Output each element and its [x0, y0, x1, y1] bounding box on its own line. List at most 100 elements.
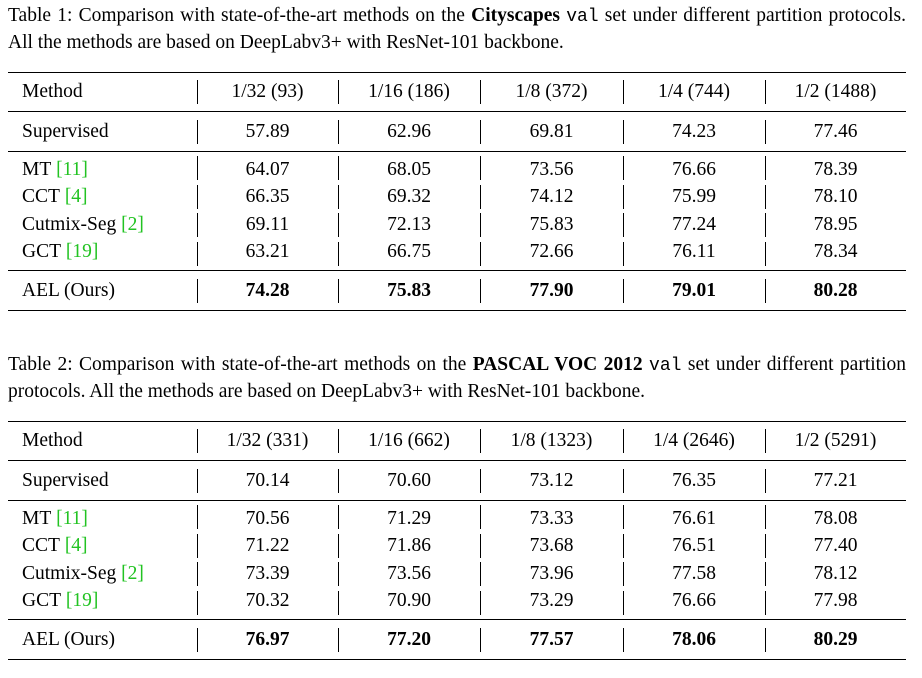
row-group: Supervised 57.89 62.96 69.81 74.23 77.46	[8, 111, 906, 152]
value-cell: 77.46	[765, 112, 906, 152]
value-cell: 74.23	[623, 112, 765, 152]
value-cell: 72.13	[338, 211, 480, 239]
value-cell: 76.66	[623, 588, 765, 620]
table-caption: Table 1: Comparison with state-of-the-ar…	[8, 3, 906, 55]
header-row: Method 1/32 (93) 1/16 (186) 1/8 (372) 1/4 (7…	[8, 73, 906, 112]
value-cell: 68.05	[338, 152, 480, 184]
method-cell: Supervised	[8, 461, 197, 501]
value-cell: 76.11	[623, 239, 765, 271]
citation: [4]	[64, 535, 88, 557]
value-cell: 69.11	[197, 211, 338, 239]
method-cell: Cutmix-Seg [2]	[8, 560, 197, 588]
table-row: MT [11] 64.07 68.05 73.56 76.66 78.39	[8, 152, 906, 184]
header-cell: Method	[22, 430, 83, 451]
citation: [19]	[65, 590, 99, 612]
method-cell: CCT [4]	[8, 184, 197, 212]
value-cell: 70.14	[197, 461, 338, 501]
row-group: AEL (Ours) 74.28 75.83 77.90 79.01 80.28	[8, 270, 906, 311]
method-cell: MT [11]	[8, 501, 197, 533]
value-cell: 76.66	[623, 152, 765, 184]
value-cell: 73.12	[480, 461, 623, 501]
caption-segment: set under different partition protocols.…	[8, 5, 906, 53]
value-cell: 74.28	[197, 271, 338, 311]
table-row: GCT [19] 63.21 66.75 72.66 76.11 78.34	[8, 239, 906, 271]
header-cell: 1/16 (186)	[338, 73, 480, 112]
table-row: MT [11] 70.56 71.29 73.33 76.61 78.08	[8, 501, 906, 533]
value-cell: 71.22	[197, 533, 338, 561]
caption-segment: set under different partition protocols.…	[8, 354, 906, 402]
value-cell: 73.29	[480, 588, 623, 620]
header-cell: 1/32 (331)	[197, 422, 338, 461]
header-cell: 1/8 (372)	[480, 73, 623, 112]
value-cell: 78.06	[623, 620, 765, 660]
value-cell: 78.12	[765, 560, 906, 588]
value-cell: 75.83	[338, 271, 480, 311]
value-cell: 75.99	[623, 184, 765, 212]
row-group: MT [11] 70.56 71.29 73.33 76.61 78.08 CCT [4] 7…	[8, 500, 906, 620]
method-name: MT	[22, 158, 52, 180]
value-cell: 71.29	[338, 501, 480, 533]
results-table: Method 1/32 (331) 1/16 (662) 1/8 (1323) 1/4 …	[8, 421, 906, 660]
value-cell: 57.89	[197, 112, 338, 152]
header-cell: 1/32 (93)	[197, 73, 338, 112]
method-name: GCT	[22, 590, 61, 612]
table-header: Method 1/32 (331) 1/16 (662) 1/8 (1323) 1/4 …	[8, 421, 906, 461]
method-cell: GCT [19]	[8, 588, 197, 620]
table-row: Cutmix-Seg [2] 69.11 72.13 75.83 77.24 78.95	[8, 211, 906, 239]
header-row: Method 1/32 (331) 1/16 (662) 1/8 (1323) 1/4 …	[8, 422, 906, 461]
value-cell: 70.60	[338, 461, 480, 501]
caption-segment: Cityscapes	[471, 5, 567, 26]
method-name: Supervised	[22, 120, 109, 142]
method-cell: CCT [4]	[8, 533, 197, 561]
table-row: Cutmix-Seg [2] 73.39 73.56 73.96 77.58 78.12	[8, 560, 906, 588]
caption-segment: Table 2: Comparison with state-of-the-ar…	[8, 354, 473, 375]
value-cell: 77.98	[765, 588, 906, 620]
value-cell: 62.96	[338, 112, 480, 152]
table-row: AEL (Ours) 76.97 77.20 77.57 78.06 80.29	[8, 620, 906, 660]
value-cell: 80.29	[765, 620, 906, 660]
caption-segment: PASCAL VOC 2012	[472, 354, 650, 375]
value-cell: 72.66	[480, 239, 623, 271]
value-cell: 76.35	[623, 461, 765, 501]
row-group: AEL (Ours) 76.97 77.20 77.57 78.06 80.29	[8, 619, 906, 660]
citation: [2]	[121, 213, 144, 235]
citation: [11]	[56, 158, 88, 180]
value-cell: 70.56	[197, 501, 338, 533]
value-cell: 79.01	[623, 271, 765, 311]
value-cell: 76.51	[623, 533, 765, 561]
value-cell: 74.12	[480, 184, 623, 212]
citation: [4]	[64, 186, 88, 208]
method-name: Cutmix-Seg	[22, 562, 117, 584]
value-cell: 78.95	[765, 211, 906, 239]
header-cell: 1/8 (1323)	[480, 422, 623, 461]
table-header: Method 1/32 (93) 1/16 (186) 1/8 (372) 1/4 (7…	[8, 72, 906, 112]
method-name: Cutmix-Seg	[22, 213, 117, 235]
value-cell: 76.97	[197, 620, 338, 660]
citation: [11]	[56, 507, 88, 529]
value-cell: 78.10	[765, 184, 906, 212]
value-cell: 71.86	[338, 533, 480, 561]
value-cell: 78.08	[765, 501, 906, 533]
method-name: AEL (Ours)	[22, 628, 115, 650]
method-cell: MT [11]	[8, 152, 197, 184]
table-row: GCT [19] 70.32 70.90 73.29 76.66 77.98	[8, 588, 906, 620]
method-cell: Cutmix-Seg [2]	[8, 211, 197, 239]
value-cell: 70.32	[197, 588, 338, 620]
row-group: MT [11] 64.07 68.05 73.56 76.66 78.39 CCT [4] 6…	[8, 151, 906, 271]
method-cell: GCT [19]	[8, 239, 197, 271]
header-cell: Method	[22, 81, 83, 102]
caption-segment: val	[566, 7, 599, 27]
table-row: Supervised 70.14 70.60 73.12 76.35 77.21	[8, 461, 906, 501]
caption-segment: Table 1: Comparison with state-of-the-ar…	[8, 5, 472, 26]
method-cell: Supervised	[8, 112, 197, 152]
value-cell: 77.24	[623, 211, 765, 239]
value-cell: 77.58	[623, 560, 765, 588]
value-cell: 77.57	[480, 620, 623, 660]
table-row: AEL (Ours) 74.28 75.83 77.90 79.01 80.28	[8, 271, 906, 311]
value-cell: 78.39	[765, 152, 906, 184]
value-cell: 76.61	[623, 501, 765, 533]
method-name: AEL (Ours)	[22, 279, 115, 301]
header-cell: 1/2 (1488)	[765, 73, 906, 112]
value-cell: 66.75	[338, 239, 480, 271]
table-row: CCT [4] 71.22 71.86 73.68 76.51 77.40	[8, 533, 906, 561]
